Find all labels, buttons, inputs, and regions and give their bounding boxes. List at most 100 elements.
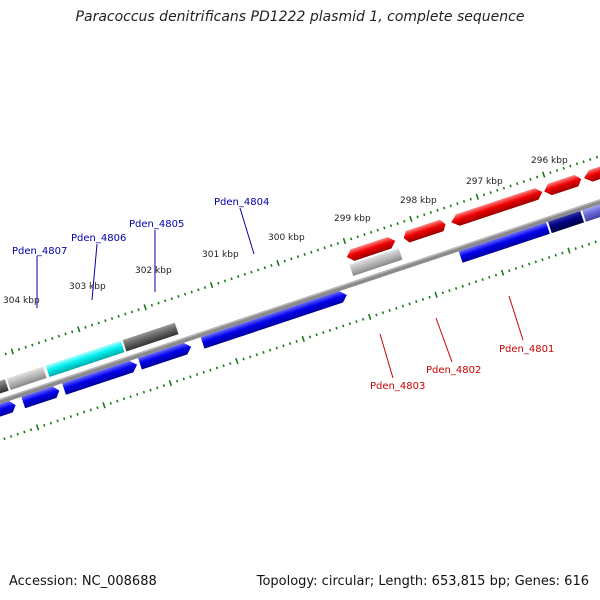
outer-scale-tick-minor: [37, 341, 41, 345]
gene-arrow-blue-5: [0, 401, 16, 420]
outer-scale-tick-minor: [522, 180, 526, 183]
inner-scale-tick-minor: [129, 395, 132, 399]
outer-scale-tick-minor: [250, 270, 253, 274]
outer-scale-tick-minor: [283, 259, 286, 263]
inner-scale-tick-minor: [175, 379, 179, 383]
gene-block-gray-1: [0, 379, 9, 399]
topology-summary: Topology: circular; Length: 653,815 bp; …: [256, 574, 589, 589]
outer-scale-tick-minor: [330, 244, 333, 248]
outer-scale-tick-minor: [589, 158, 592, 161]
outer-scale-tick-minor: [389, 224, 393, 228]
inner-scale-tick-minor: [415, 300, 418, 304]
inner-scale-tick-minor: [242, 357, 245, 361]
inner-scale-tick-minor: [474, 280, 478, 284]
outer-scale-tick-minor: [569, 164, 572, 168]
gene-label-pden-4802[interactable]: Pden_4802: [426, 365, 481, 376]
outer-scale-tick-minor: [64, 332, 67, 336]
gene-block-light-1: [6, 366, 47, 390]
inner-scale-tick-minor: [528, 262, 531, 266]
inner-scale-tick-minor: [222, 364, 225, 368]
outer-scale-tick-minor: [423, 213, 426, 217]
inner-scale-tick-minor: [375, 313, 378, 317]
outer-scale-tick-major: [10, 348, 15, 355]
inner-scale-tick-minor: [215, 366, 219, 370]
gene-label-pden-4801[interactable]: Pden_4801: [499, 344, 554, 355]
outer-scale-tick-minor: [4, 352, 7, 356]
scale-label-296: 296 kbp: [531, 156, 568, 166]
outer-scale-tick-minor: [44, 339, 47, 343]
plasmid-title: Paracoccus denitrificans PD1222 plasmid …: [75, 9, 525, 25]
outer-scale-tick-minor: [456, 202, 459, 206]
outer-scale-tick-major: [276, 259, 280, 267]
inner-scale-tick-major: [434, 291, 438, 298]
scale-label-301: 301 kbp: [202, 250, 239, 260]
outer-scale-tick-minor: [369, 230, 373, 234]
outer-scale-tick-minor: [124, 312, 127, 316]
outer-scale-tick-minor: [489, 191, 492, 195]
outer-scale-tick-minor: [416, 215, 419, 219]
inner-scale-tick-minor: [122, 397, 126, 401]
sequence-backbone: [0, 153, 600, 443]
inner-scale-tick-minor: [428, 295, 431, 299]
outer-scale-tick-minor: [104, 319, 107, 323]
outer-scale-tick-minor: [303, 253, 306, 256]
scale-label-304: 304 kbp: [3, 296, 40, 306]
inner-scale-tick-major: [235, 357, 239, 365]
outer-scale-tick-minor: [203, 286, 207, 290]
outer-scale-tick-minor: [157, 301, 160, 305]
inner-scale-tick-minor: [295, 339, 298, 343]
gene-label-pden-4805[interactable]: Pden_4805: [129, 219, 184, 230]
outer-scale-tick-minor: [363, 233, 366, 237]
gene-arrow-red-3: [403, 219, 446, 243]
inner-scale-tick-minor: [16, 432, 19, 436]
gene-arrow-blue-2: [138, 342, 192, 370]
inner-scale-tick-minor: [96, 406, 99, 410]
inner-scale-tick-minor: [521, 264, 524, 268]
inner-scale-tick-minor: [328, 328, 332, 332]
inner-scale-tick-minor: [262, 351, 265, 354]
outer-scale-tick-minor: [562, 166, 565, 170]
gene-label-pden-4803[interactable]: Pden_4803: [370, 381, 425, 392]
outer-scale-tick-minor: [57, 334, 61, 338]
outer-scale-tick-minor: [243, 272, 247, 276]
callout-line-pden-4801: [508, 295, 524, 341]
scale-label-302: 302 kbp: [135, 266, 172, 276]
outer-scale-tick-major: [541, 171, 546, 178]
outer-scale-tick-minor: [462, 199, 466, 203]
outer-scale-tick-minor: [17, 348, 21, 351]
gene-arrow-red-4: [346, 237, 396, 261]
inner-scale-tick-minor: [594, 240, 597, 244]
outer-scale-tick-minor: [117, 314, 120, 318]
outer-scale-tick-minor: [197, 288, 200, 292]
inner-scale-tick-major: [500, 269, 505, 276]
outer-scale-tick-minor: [336, 241, 340, 245]
scale-label-303: 303 kbp: [69, 282, 106, 292]
outer-scale-tick-minor: [383, 226, 386, 230]
outer-scale-tick-minor: [90, 323, 94, 327]
inner-scale-tick-minor: [275, 346, 278, 350]
accession-label: Accession: NC_008688: [9, 574, 157, 589]
outer-scale-tick-minor: [71, 330, 74, 334]
inner-scale-tick-minor: [401, 304, 405, 308]
gene-label-pden-4804[interactable]: Pden_4804: [214, 197, 269, 208]
scale-labels: 296 kbp 297 kbp 298 kbp 299 kbp 300 kbp …: [3, 156, 568, 306]
outer-scale-tick-minor: [24, 345, 27, 349]
inner-scale-tick-minor: [342, 324, 345, 328]
gene-cyan-highlight: [45, 340, 125, 378]
outer-scale-tick-minor: [257, 268, 260, 272]
outer-scale-tick-minor: [183, 292, 187, 296]
outer-scale-tick-minor: [170, 297, 173, 301]
inner-scale-tick-major: [168, 380, 173, 387]
inner-scale-tick-minor: [282, 344, 285, 348]
inner-scale-tick-minor: [156, 386, 159, 390]
gene-callouts: Pden_4807 Pden_4806 Pden_4805 Pden_4804 …: [12, 197, 554, 392]
inner-scale-tick-minor: [162, 384, 166, 388]
inner-scale-tick-minor: [554, 253, 557, 257]
outer-scale-tick-minor: [316, 248, 320, 252]
gene-label-pden-4807[interactable]: Pden_4807: [12, 246, 67, 257]
outer-scale-tick-minor: [575, 162, 579, 166]
gene-label-pden-4806[interactable]: Pden_4806: [71, 233, 126, 244]
outer-scale-tick-minor: [84, 325, 87, 329]
outer-scale-tick-minor: [150, 303, 154, 307]
